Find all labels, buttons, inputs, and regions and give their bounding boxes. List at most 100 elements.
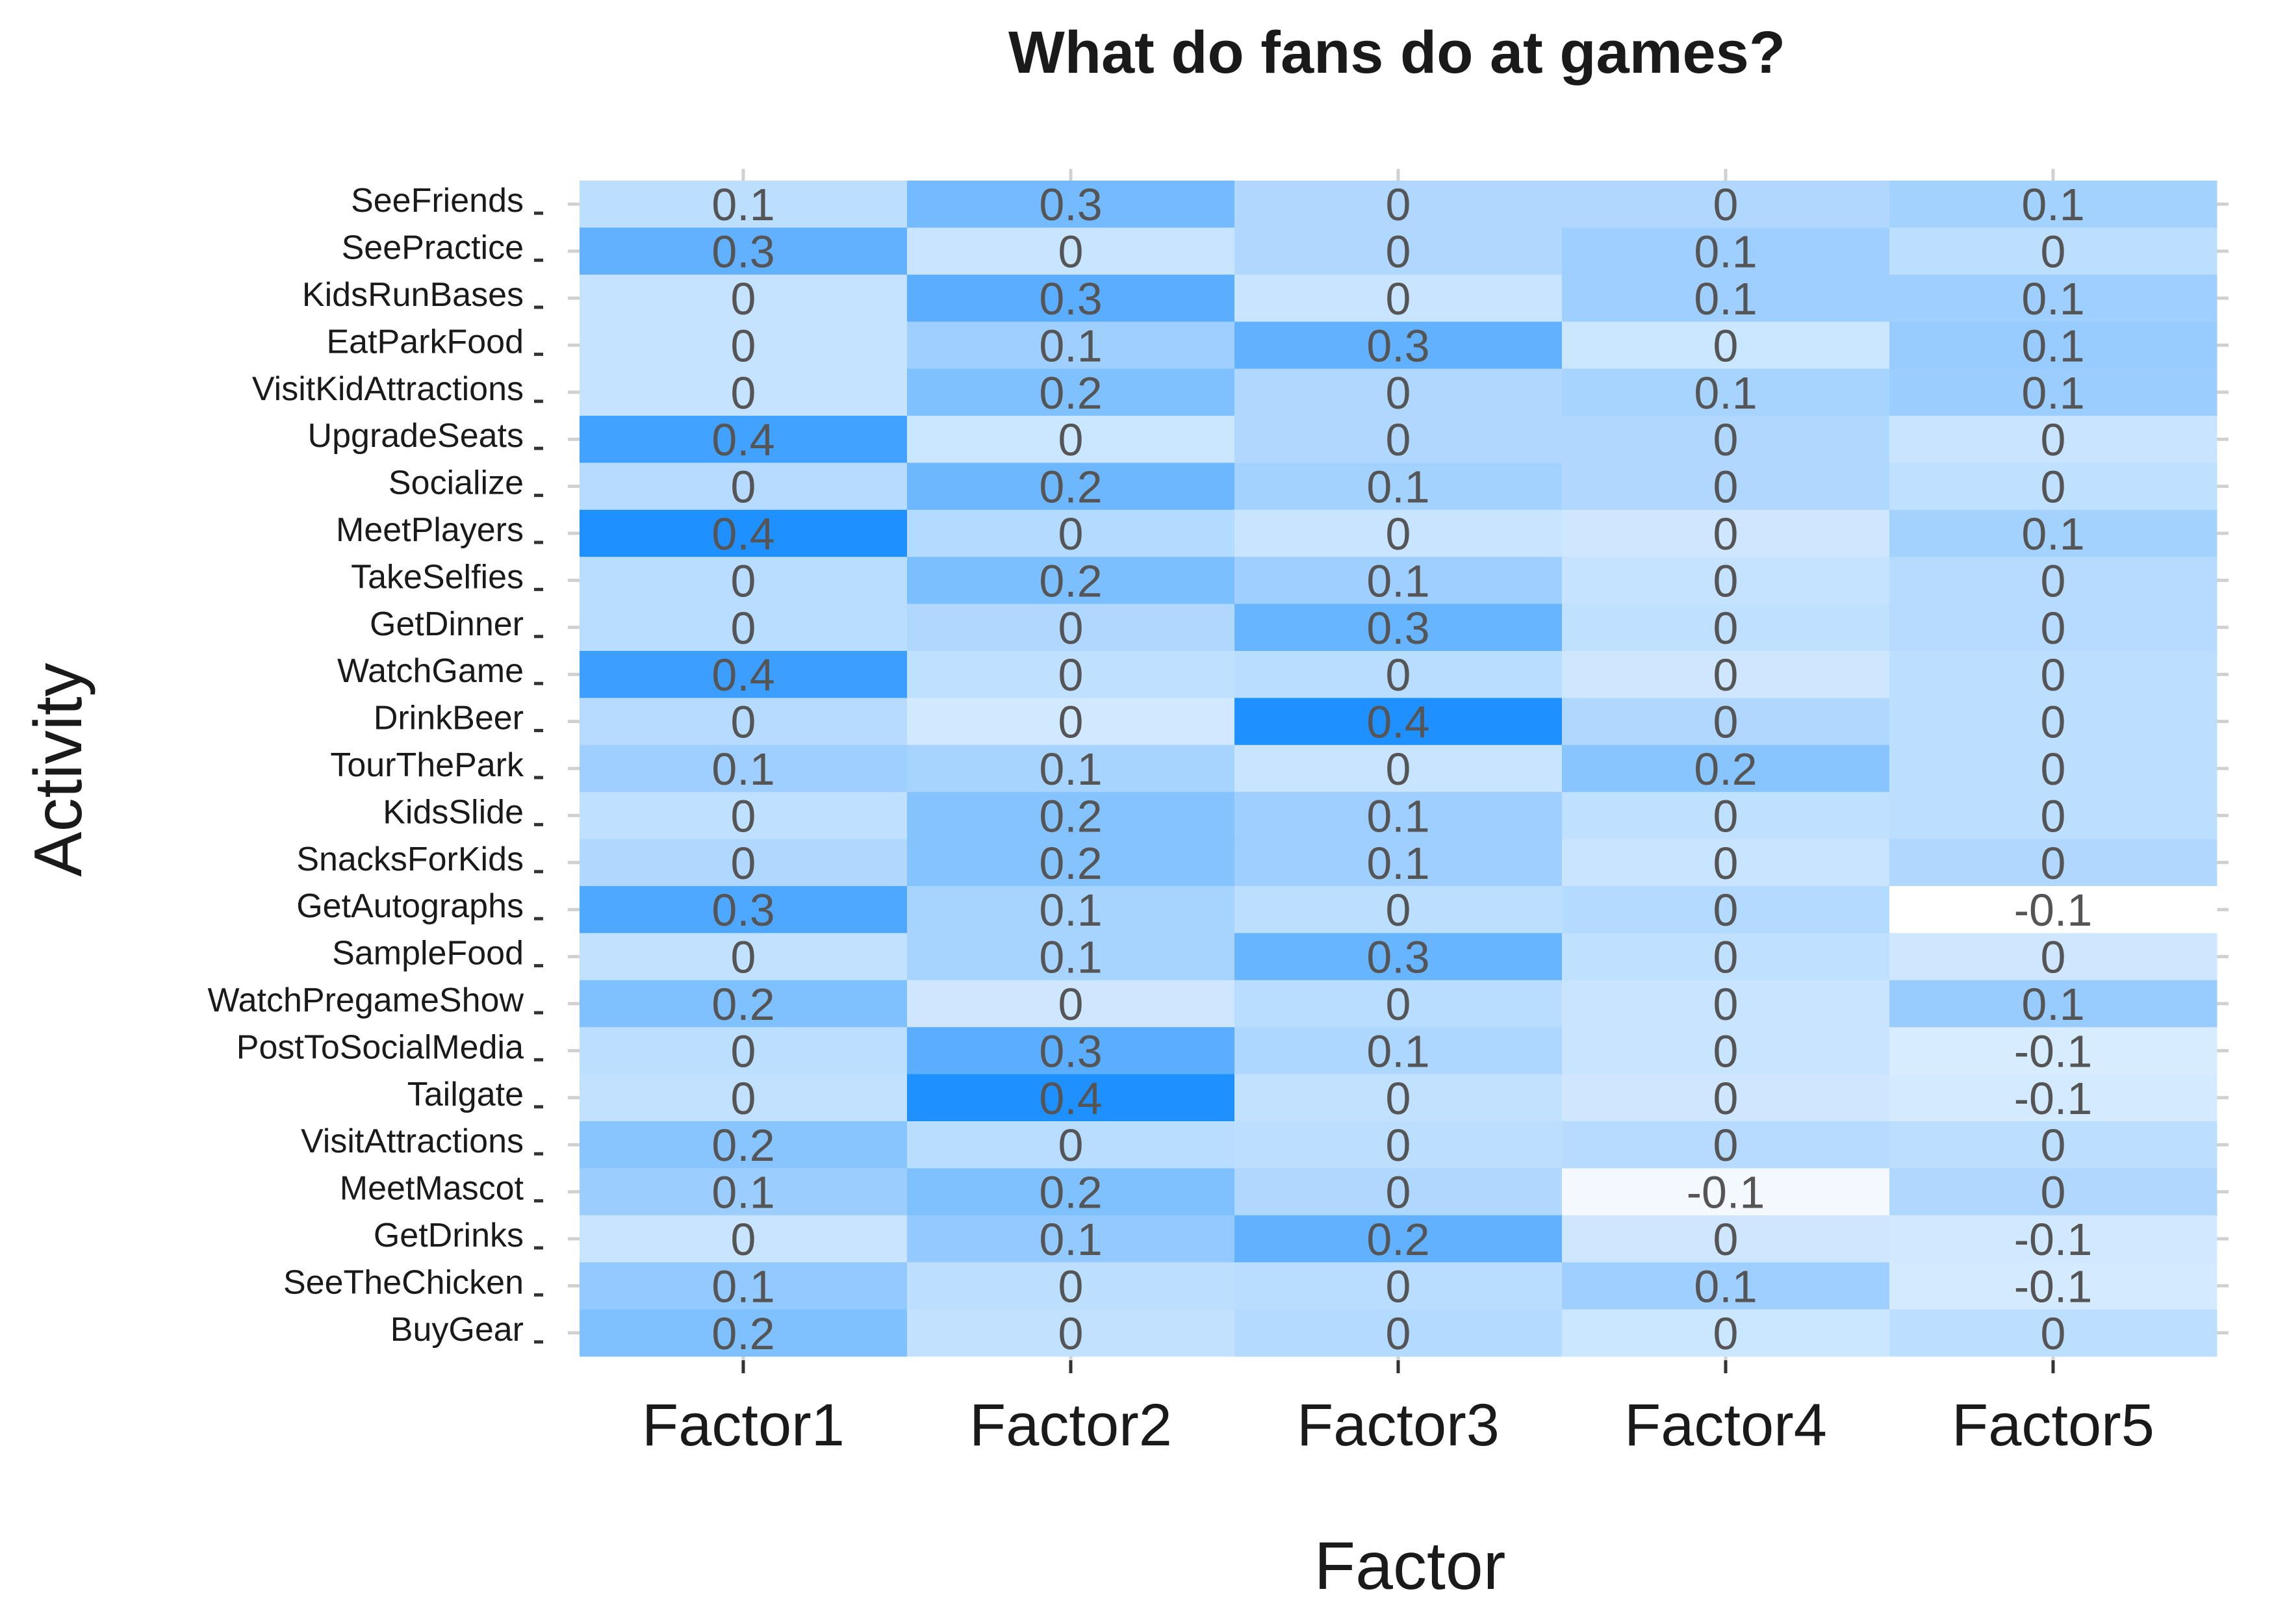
cell-value-label: 0 xyxy=(2041,838,2066,889)
cell-value-label: 0 xyxy=(1058,650,1084,700)
cell-value-label: 0.1 xyxy=(1366,838,1429,889)
cell-value-label: 0.1 xyxy=(1366,791,1429,841)
heatmap-cell xyxy=(1234,557,1563,605)
heatmap-cell xyxy=(1889,1309,2217,1357)
cell-value-label: 0.3 xyxy=(1039,1026,1102,1076)
cell-value-label: 0.3 xyxy=(1366,320,1429,371)
heatmap-cell xyxy=(1562,1168,1890,1216)
y-tick-label: SnacksForKids xyxy=(296,841,524,878)
x-axis: Factor1 Factor2 Factor3 Factor4 Factor5 xyxy=(642,1360,2154,1458)
chart-title: What do fans do at games? xyxy=(1008,19,1785,86)
cell-value-label: 0 xyxy=(1713,885,1739,935)
heatmap-cell xyxy=(907,416,1235,463)
cell-value-label: 0 xyxy=(1713,838,1739,889)
y-tick-label: PostToSocialMedia xyxy=(236,1028,524,1066)
cell-value-label: 0.1 xyxy=(711,179,774,230)
heatmap-cell xyxy=(1234,933,1563,981)
cell-value-label: 0.2 xyxy=(1039,462,1102,513)
heatmap-cell xyxy=(1889,416,2217,463)
y-tick-label: SampleFood xyxy=(332,935,524,972)
cell-value-label: 0.4 xyxy=(711,414,774,465)
heatmap-cell xyxy=(907,698,1235,746)
heatmap-cell xyxy=(907,1168,1235,1216)
cell-value-label: 0 xyxy=(1713,697,1739,748)
heatmap-cell xyxy=(907,980,1235,1028)
heatmap-cell xyxy=(1234,1074,1563,1122)
heatmap-cell xyxy=(1889,368,2217,416)
heatmap-cell xyxy=(1889,698,2217,746)
heatmap-cell xyxy=(1234,322,1563,370)
heatmap-cell xyxy=(1889,322,2217,370)
heatmap-cell xyxy=(1562,322,1890,370)
heatmap-cell xyxy=(1562,1262,1890,1310)
cell-value-label: 0 xyxy=(1713,555,1739,606)
cell-value-label: 0 xyxy=(1386,885,1411,935)
heatmap-cell xyxy=(580,509,908,557)
heatmap-cell xyxy=(580,557,908,605)
cell-value-label: 0.2 xyxy=(1039,838,1102,889)
y-tick-label: WatchPregameShow xyxy=(207,982,524,1019)
heatmap-cell xyxy=(1889,1121,2217,1169)
heatmap-cell xyxy=(907,651,1235,698)
x-tick-label: Factor2 xyxy=(969,1392,1172,1458)
cell-value-label: 0.4 xyxy=(1366,697,1429,748)
cell-value-label: 0 xyxy=(1713,509,1739,559)
cell-value-label: 0 xyxy=(2041,414,2066,465)
cell-value-label: 0 xyxy=(1386,509,1411,559)
heatmap-cell xyxy=(1889,1262,2217,1310)
heatmap-cell xyxy=(1562,509,1890,557)
heatmap-cell xyxy=(580,1168,908,1216)
cell-value-label: 0.1 xyxy=(2021,979,2084,1030)
cell-value-label: 0 xyxy=(1386,1308,1411,1359)
cell-value-label: 0.2 xyxy=(1039,1167,1102,1218)
heatmap-cell xyxy=(1234,603,1563,652)
cell-value-label: 0.2 xyxy=(711,979,774,1030)
heatmap-cell xyxy=(907,1027,1235,1075)
heatmap-cell xyxy=(1234,744,1563,793)
y-axis-title: Activity xyxy=(21,663,96,876)
cell-value-label: 0.3 xyxy=(711,227,774,277)
heatmap-cell xyxy=(580,603,908,652)
cell-value-label: 0.2 xyxy=(1039,555,1102,606)
heatmap-cell xyxy=(580,980,908,1028)
heatmap-cell xyxy=(1562,1027,1890,1075)
cell-value-label: 0.4 xyxy=(711,509,774,559)
heatmap-cell xyxy=(1562,416,1890,463)
cell-value-label: 0 xyxy=(1713,979,1739,1030)
cell-value-label: 0 xyxy=(731,368,756,418)
heatmap-cell xyxy=(580,1027,908,1075)
cell-value-label: 0 xyxy=(1386,650,1411,700)
cell-value-label: 0.3 xyxy=(1039,273,1102,324)
cell-value-label: 0 xyxy=(2041,555,2066,606)
heatmap-cell xyxy=(1562,603,1890,652)
heatmap-cell xyxy=(907,368,1235,416)
heatmap-cell xyxy=(1889,509,2217,557)
cell-value-label: 0 xyxy=(1386,1120,1411,1171)
cell-value-label: 0 xyxy=(2041,1308,2066,1359)
heatmap-cell xyxy=(1562,1074,1890,1122)
y-tick-label: WatchGame xyxy=(337,652,524,690)
cell-value-label: 0.3 xyxy=(1366,603,1429,653)
heatmap-cell xyxy=(907,463,1235,511)
heatmap-cell xyxy=(580,1215,908,1263)
cell-value-label: 0 xyxy=(731,603,756,653)
heatmap-cell xyxy=(1889,792,2217,840)
cell-value-label: 0 xyxy=(1058,509,1084,559)
heatmap-cell xyxy=(1562,1121,1890,1169)
heatmap-cell xyxy=(1562,980,1890,1028)
heatmap-cell xyxy=(1234,792,1563,840)
heatmap-cell xyxy=(907,1215,1235,1263)
heatmap-cell xyxy=(1234,698,1563,746)
heatmap-cells xyxy=(580,181,2217,1357)
heatmap-cell xyxy=(1562,651,1890,698)
y-tick-label: TourThePark xyxy=(330,746,524,784)
cell-value-label: 0 xyxy=(1386,1073,1411,1124)
cell-value-label: 0 xyxy=(731,1073,756,1124)
cell-value-label: 0 xyxy=(1713,932,1739,983)
cell-value-label: 0 xyxy=(731,462,756,513)
cell-value-label: 0 xyxy=(731,1214,756,1265)
heatmap-cell xyxy=(1234,181,1563,228)
cell-value-label: 0 xyxy=(2041,791,2066,841)
